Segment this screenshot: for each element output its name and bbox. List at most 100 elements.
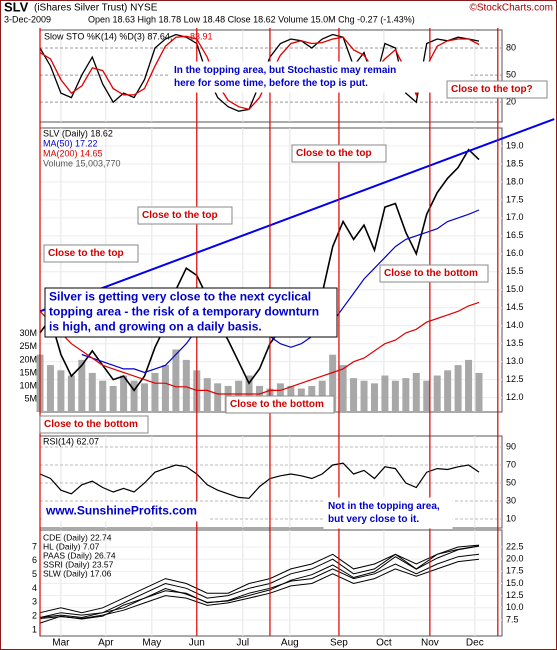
x-tick-label: Aug: [281, 638, 299, 649]
annotation: Close to the bottom: [39, 415, 149, 434]
annotation-text: www.SunshineProfits.com: [45, 504, 197, 518]
volume-bar: [46, 365, 54, 412]
annotation-box: [225, 395, 335, 414]
annotation: Close to the top?: [446, 80, 548, 99]
annotation-text: but very close to it.: [328, 514, 419, 525]
y-tick-label: 16.0: [506, 248, 524, 258]
quote: Open 18.63 High 18.78 Low 18.48 Close 18…: [88, 14, 415, 24]
volume-bar: [151, 372, 159, 412]
y-tick-label: 30: [506, 495, 516, 505]
x-tick-label: Jul: [236, 638, 249, 649]
volume-bar: [109, 385, 117, 412]
legend-entry: SSRI (Daily) 23.57: [43, 559, 114, 569]
annotation: www.SunshineProfits.com: [41, 501, 209, 522]
x-tick-label: Jun: [189, 638, 205, 649]
price-line: [39, 148, 480, 392]
annotation-text: is high, and growing on a daily basis.: [49, 320, 262, 334]
y-tick-label: 14.5: [506, 302, 524, 312]
volume-bar: [370, 383, 378, 412]
annotation-box: [43, 244, 139, 263]
annotation-box: [446, 80, 548, 99]
y-tick-label: 5M: [24, 393, 37, 403]
annotation: Close to the bottom: [379, 264, 489, 283]
x-tick-label: Nov: [421, 638, 439, 649]
trendline: [39, 118, 555, 313]
volume-bar: [182, 359, 190, 412]
comparison-line: [39, 553, 480, 619]
y-tick-label: 20.0: [506, 554, 524, 564]
legend-entry: MA(200) 14.65: [43, 148, 103, 158]
annotation-text: Silver is getting very close to the next…: [49, 290, 311, 304]
annotation-text: Close to the top: [142, 210, 218, 221]
rsi-line: [39, 462, 480, 499]
y-tick-label: 90: [506, 441, 516, 451]
y-tick-label: 20M: [19, 354, 37, 364]
volume-bar: [141, 383, 149, 412]
rsi-label: RSI(14) 62.07: [43, 436, 99, 446]
annotation-text: Close to the bottom: [230, 399, 324, 410]
y-tick-label: 30M: [19, 328, 37, 338]
legend-entry: PAAS (Daily) 26.74: [43, 550, 116, 560]
comparison-line: [39, 545, 480, 618]
volume-bar: [172, 349, 180, 412]
y-tick-label: 10M: [19, 380, 37, 390]
date: 3-Dec-2009: [4, 14, 51, 24]
comparison-line: [39, 544, 480, 614]
annotation-text: Close to the top: [48, 248, 124, 259]
volume-bar: [67, 375, 75, 412]
volume-bar: [381, 375, 389, 412]
volume-bar: [444, 370, 452, 412]
y-tick-label: 50: [506, 69, 516, 79]
legend-entry: CDE (Daily) 22.74: [43, 532, 112, 542]
y-tick-label: 1: [32, 624, 37, 634]
annotation-text: Close to the top: [296, 148, 372, 159]
volume-bar: [360, 380, 368, 412]
y-tick-label: 7: [32, 541, 37, 551]
y-tick-label: 10.0: [506, 602, 524, 612]
y-tick-label: 12.5: [506, 374, 524, 384]
annotation-text: Close to the top?: [451, 84, 533, 95]
annotation-box: [44, 287, 338, 338]
annotation-text: topping area - the risk of a temporary d…: [49, 305, 319, 319]
y-tick-label: 20: [506, 97, 516, 107]
legend-entry: SLV (Daily) 18.62: [43, 128, 113, 138]
legend-entry: Volume 15,003,770: [43, 158, 121, 168]
volume-bar: [329, 354, 337, 412]
volume-bar: [99, 380, 107, 412]
annotation: Close to the bottom: [225, 395, 335, 414]
comparison-line: [39, 558, 480, 620]
y-tick-label: 15.5: [506, 266, 524, 276]
volume-bar: [339, 365, 347, 412]
legend-entry: SLW (Daily) 17.06: [43, 568, 112, 578]
y-tick-label: 15.0: [506, 284, 524, 294]
annotation-box: [39, 415, 149, 434]
annotation-box: [323, 497, 453, 529]
x-tick-label: Mar: [52, 638, 70, 649]
y-tick-label: 10: [506, 513, 516, 523]
annotation-text: In the topping area, but Stochastic may …: [174, 65, 396, 76]
y-tick-label: 3: [32, 597, 37, 607]
price-line: [81, 209, 480, 374]
annotation-box: [41, 501, 209, 522]
x-tick-label: Apr: [98, 638, 114, 649]
annotation: Not in the topping area, but very close t…: [323, 497, 453, 529]
symbol: SLV: [4, 0, 29, 14]
x-tick-label: Oct: [376, 638, 392, 649]
legend-entry: HL (Daily) 7.07: [43, 541, 100, 551]
volume-bar: [88, 372, 96, 412]
volume-bar: [130, 380, 138, 412]
y-tick-label: 7.5: [506, 614, 519, 624]
security-name: (iShares Silver Trust) NYSE: [34, 3, 158, 14]
x-tick-label: May: [142, 638, 161, 649]
volume-bar: [391, 380, 399, 412]
y-tick-label: 17.5: [506, 566, 524, 576]
y-tick-label: 50: [506, 477, 516, 487]
annotation-text: Not in the topping area,: [328, 501, 440, 512]
annotation: In the topping area, but Stochastic may …: [169, 61, 471, 93]
annotation-text: Close to the bottom: [44, 419, 138, 430]
annotation-text: Close to the bottom: [384, 268, 478, 279]
volume-bar: [402, 378, 410, 412]
y-tick-label: 12.5: [506, 590, 524, 600]
y-tick-label: 18.0: [506, 176, 524, 186]
annotation: Close to the top: [43, 244, 139, 263]
